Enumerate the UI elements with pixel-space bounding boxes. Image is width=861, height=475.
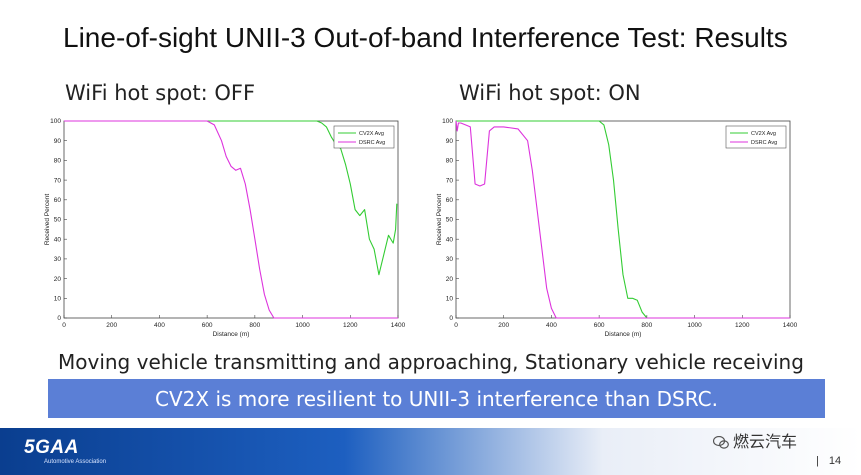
x-tick-label: 600: [594, 322, 605, 329]
chart-wifi-off: 0 200 400 600 800 1000 1200 1400 0 10 20 30 40 50 60 70…: [44, 118, 406, 338]
y-tick-label: 90: [54, 138, 62, 145]
y-tick-label: 10: [446, 296, 454, 303]
legend-entry: DSRC Avg: [751, 140, 777, 146]
x-tick-label: 400: [546, 322, 557, 329]
logo-text: 5GAA: [24, 437, 79, 458]
plot-area: [455, 120, 791, 319]
legend-entry: DSRC Avg: [359, 140, 385, 146]
y-tick-label: 60: [54, 197, 62, 204]
slide-caption: Moving vehicle transmitting and approach…: [58, 350, 804, 374]
y-tick-label: 70: [446, 177, 454, 184]
y-tick-label: 10: [54, 296, 62, 303]
y-tick-label: 20: [54, 276, 62, 283]
x-tick-label: 200: [106, 322, 117, 329]
x-axis-label: Distance (m): [213, 331, 250, 338]
x-tick-label: 800: [641, 322, 652, 329]
y-tick-label: 30: [54, 256, 62, 263]
y-tick-label: 50: [54, 217, 62, 224]
x-axis-label: Distance (m): [605, 331, 642, 338]
5gaa-logo: 5GAA Automotive Association: [24, 437, 106, 465]
legend-entry: CV2X Avg: [359, 131, 384, 137]
x-tick-label: 200: [498, 322, 509, 329]
watermark: 燃云汽车: [713, 428, 797, 452]
x-tick-label: 800: [249, 322, 260, 329]
y-tick-label: 40: [54, 236, 62, 243]
series-line-dsrc: [64, 120, 398, 319]
y-tick-label: 90: [446, 138, 454, 145]
y-tick-label: 30: [446, 256, 454, 263]
conclusion-banner: CV2X is more resilient to UNII-3 interfe…: [48, 379, 825, 418]
page-number-value: 14: [828, 455, 842, 467]
series-line-cv2x: [456, 120, 790, 319]
y-tick-label: 20: [446, 276, 454, 283]
y-tick-label: 50: [446, 217, 454, 224]
y-tick-label: 70: [54, 177, 62, 184]
y-tick-label: 100: [50, 118, 61, 125]
x-tick-label: 600: [202, 322, 213, 329]
y-axis-label: Received Percent: [44, 194, 51, 245]
chart-heading-wifi-off: WiFi hot spot: OFF: [65, 81, 256, 105]
y-tick-label: 0: [449, 315, 453, 322]
watermark-text: 燃云汽车: [733, 432, 798, 451]
plot-area: [63, 120, 399, 319]
page-number: | 14: [816, 455, 841, 467]
series-line-cv2x: [64, 120, 398, 276]
slide-title: Line-of-sight UNII-3 Out-of-band Interfe…: [63, 22, 788, 53]
x-tick-label: 1200: [343, 322, 358, 329]
x-tick-label: 0: [454, 322, 458, 329]
x-tick-label: 1000: [295, 322, 310, 329]
y-tick-label: 80: [54, 158, 62, 165]
series-line-dsrc: [455, 120, 790, 319]
x-tick-label: 400: [154, 322, 165, 329]
logo-subtext: Automotive Association: [44, 459, 107, 465]
page-separator: |: [816, 455, 819, 467]
x-tick-label: 1400: [391, 322, 406, 329]
y-axis-label: Received Percent: [436, 194, 443, 245]
conclusion-text: CV2X is more resilient to UNII-3 interfe…: [155, 386, 718, 411]
chart-wifi-on: 0 200 400 600 800 1000 1200 1400 0 10 20 30 40 50 60 70…: [436, 118, 798, 338]
y-tick-label: 80: [446, 158, 454, 165]
wechat-icon: [713, 436, 729, 449]
y-tick-label: 40: [446, 236, 454, 243]
chart-heading-wifi-on: WiFi hot spot: ON: [459, 81, 641, 105]
x-tick-label: 0: [62, 322, 66, 329]
y-tick-label: 0: [57, 315, 61, 322]
footer-bar: [0, 428, 861, 475]
x-tick-label: 1000: [687, 322, 702, 329]
legend-entry: CV2X Avg: [751, 131, 776, 137]
y-tick-label: 100: [442, 118, 453, 125]
x-tick-label: 1200: [735, 322, 750, 329]
x-tick-label: 1400: [783, 322, 798, 329]
y-tick-label: 60: [446, 197, 454, 204]
